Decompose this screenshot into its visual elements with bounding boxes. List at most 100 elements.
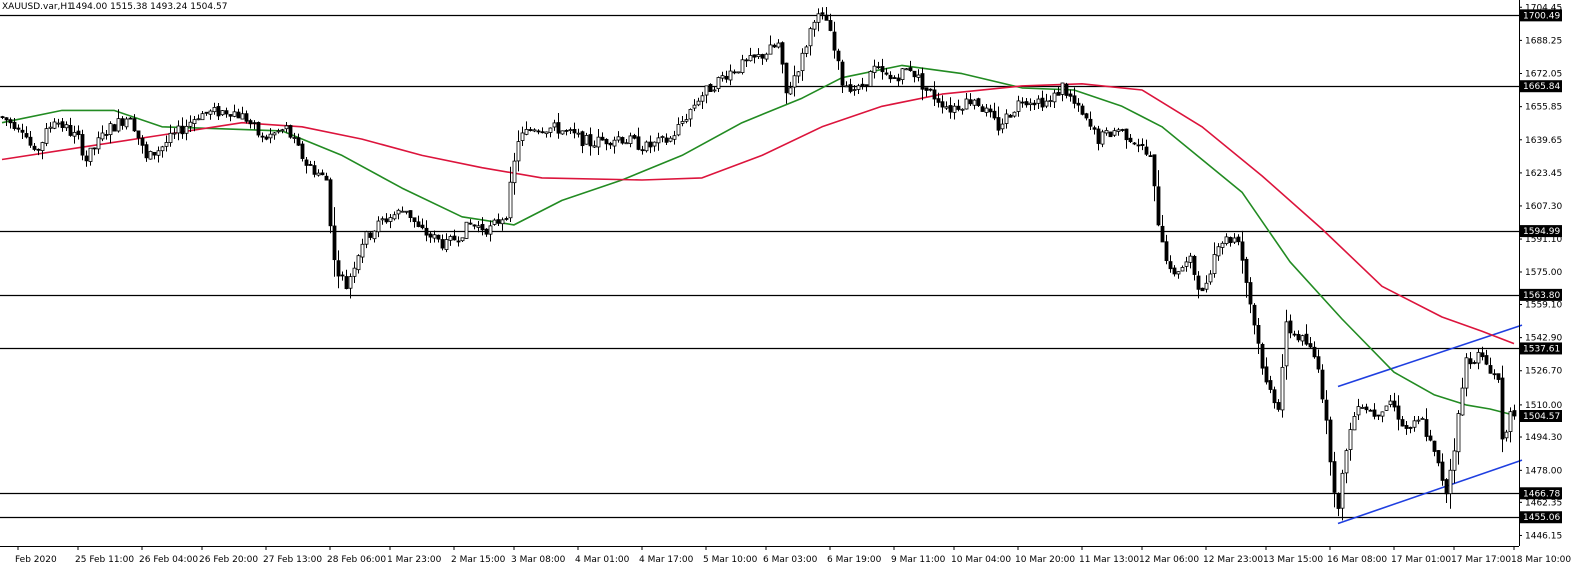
x-tick-label: 6 Mar 03:00	[763, 555, 818, 565]
bear-candle-body	[1140, 143, 1145, 146]
bull-candle-body	[432, 234, 437, 239]
candle	[804, 44, 809, 58]
y-tick-label: 1559.10	[1525, 300, 1562, 310]
candle	[456, 236, 461, 247]
candle	[1220, 241, 1225, 255]
bull-candle-body	[148, 151, 153, 160]
bull-candle-body	[1224, 236, 1229, 244]
candle	[4, 117, 9, 127]
candle	[144, 141, 149, 162]
candle	[276, 128, 281, 134]
bull-candle-body	[844, 85, 849, 88]
bear-candle-body	[1008, 114, 1013, 118]
candle	[868, 70, 873, 87]
x-tick-label: 17 Mar 01:00	[1391, 555, 1451, 565]
candle	[44, 122, 49, 147]
bull-candle-body	[100, 132, 105, 140]
bear-candle-body	[484, 228, 489, 235]
y-tick-label: 1575.00	[1525, 268, 1562, 278]
candles	[0, 7, 1517, 521]
level-price-label: 1563.80	[1520, 288, 1562, 301]
candle	[492, 218, 497, 226]
candle	[672, 130, 677, 145]
candle	[924, 87, 929, 97]
bull-candle-body	[756, 54, 761, 58]
candle	[1420, 416, 1425, 420]
bear-candle-body	[260, 135, 265, 138]
candle	[412, 217, 417, 228]
bear-candle-body	[1396, 405, 1401, 420]
bull-candle-body	[40, 142, 45, 151]
candle	[532, 128, 537, 133]
candle	[36, 148, 41, 156]
candle	[796, 70, 801, 84]
x-axis-ticks: Feb 2020 25 Feb 11:00 26 Feb 04:00 26 Feb 2…	[15, 546, 1571, 565]
candle	[800, 48, 805, 81]
bear-candle-body	[1488, 365, 1493, 374]
bear-candle-body	[136, 130, 141, 139]
bear-candle-body	[772, 44, 777, 48]
candle	[968, 93, 973, 106]
candle	[776, 39, 781, 49]
bull-candle-body	[1204, 282, 1209, 290]
candle	[640, 145, 645, 155]
candle	[64, 121, 69, 131]
bull-candle-body	[52, 121, 57, 129]
bear-candle-body	[996, 117, 1001, 131]
bear-candle-body	[1424, 419, 1429, 437]
ma-slow-line	[1, 83, 1515, 345]
bull-candle-body	[984, 107, 989, 113]
candle	[348, 273, 353, 299]
bear-candle-body	[1136, 144, 1141, 147]
bull-candle-body	[400, 210, 405, 213]
bear-candle-body	[1080, 105, 1085, 115]
bull-candle-body	[1036, 98, 1041, 104]
candle	[564, 129, 569, 136]
bull-candle-body	[1420, 418, 1425, 420]
candle	[416, 215, 421, 228]
candle	[972, 98, 977, 110]
candle	[768, 35, 773, 55]
candle	[1244, 256, 1249, 298]
candle	[392, 211, 397, 221]
bear-candle-body	[332, 225, 337, 261]
bull-candle-body	[448, 236, 453, 241]
candle	[1016, 95, 1021, 117]
candle	[244, 110, 249, 124]
bear-candle-body	[468, 222, 473, 225]
bear-candle-body	[636, 136, 641, 150]
bear-candle-body	[848, 84, 853, 92]
candle	[1084, 112, 1089, 121]
candle	[396, 208, 401, 220]
candle	[1384, 405, 1389, 411]
candle	[828, 13, 833, 32]
candle	[48, 122, 53, 133]
candle	[1344, 448, 1349, 484]
candle	[112, 123, 117, 132]
bull-candle-body	[280, 129, 285, 132]
candle	[1020, 97, 1025, 108]
candle	[648, 135, 653, 154]
bear-candle-body	[896, 77, 901, 82]
candle	[1412, 416, 1417, 432]
candle	[680, 115, 685, 127]
bear-candle-body	[1260, 343, 1265, 369]
candle	[264, 134, 269, 141]
candle	[388, 214, 393, 229]
candle	[808, 26, 813, 56]
candle	[1236, 234, 1241, 246]
bear-candle-body	[472, 224, 477, 227]
candle	[240, 106, 245, 120]
level-price-label: 1665.84	[1520, 80, 1562, 93]
candle	[76, 125, 81, 140]
bull-candle-body	[768, 44, 773, 55]
bull-candle-body	[392, 214, 397, 220]
bear-candle-body	[456, 240, 461, 243]
bull-candle-body	[676, 124, 681, 136]
candle	[104, 129, 109, 140]
bear-candle-body	[36, 148, 41, 151]
bear-candle-body	[1320, 369, 1325, 400]
candle	[1164, 234, 1169, 265]
x-tick-label: 16 Mar 08:00	[1327, 555, 1387, 565]
